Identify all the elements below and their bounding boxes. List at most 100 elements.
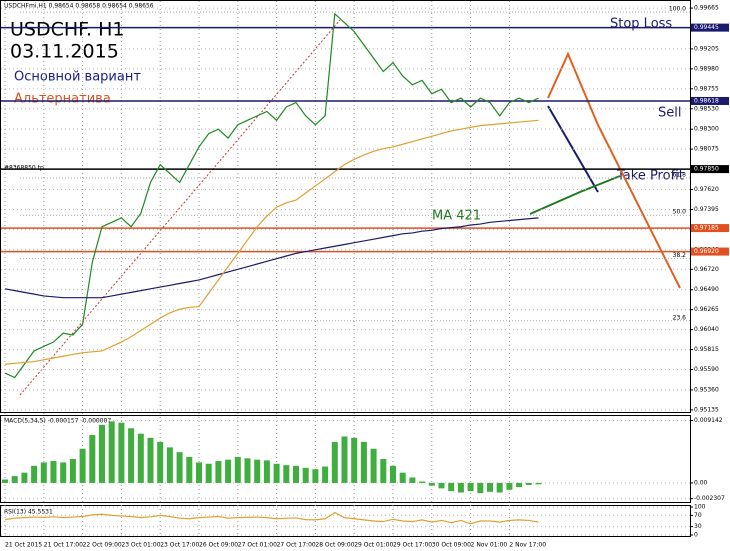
bar: [409, 477, 416, 483]
bar: [380, 459, 387, 483]
bar: [516, 482, 523, 488]
annotation: #8368850 tp: [4, 165, 44, 172]
bar: [302, 467, 309, 483]
annotation: Take Profit: [616, 169, 684, 184]
bar: [50, 461, 57, 483]
y-tick-label: 0.00: [694, 479, 708, 486]
series-line: [4, 217, 539, 299]
bar: [147, 437, 154, 483]
bar: [40, 462, 47, 483]
bar: [128, 428, 135, 483]
annotation: MA 421: [432, 209, 481, 224]
level-tag: [691, 247, 729, 256]
x-tick-label: 2 Nov 01:00: [471, 542, 508, 549]
bar: [448, 482, 455, 492]
y-tick-label: 0.98075: [694, 146, 719, 153]
bar: [234, 456, 241, 483]
bar: [322, 466, 329, 483]
alt-forecast: [547, 51, 681, 289]
fib-label: 23.6: [673, 314, 687, 321]
y-tick-label: 0.009142: [694, 417, 723, 424]
bar: [496, 482, 503, 493]
level-label: 0.99445: [694, 24, 719, 31]
y-tick-label: 100: [694, 504, 706, 511]
fib-label: 61.8: [673, 171, 687, 178]
bar: [89, 435, 96, 483]
panel-title: MACD(5,34,5) -0.000157 -0.000007: [4, 418, 111, 425]
x-tick-label: 21 Oct 17:00: [44, 542, 83, 549]
y-tick-label: 0.96040: [694, 326, 719, 333]
bar: [506, 482, 513, 490]
y-tick-label: 0.97620: [694, 186, 719, 193]
y-tick-label: 0.98980: [694, 65, 719, 72]
bar: [31, 465, 38, 483]
bar: [254, 459, 261, 483]
bar: [79, 448, 86, 483]
y-tick-label: 0.95135: [694, 406, 719, 413]
fib-label: 100.0: [669, 6, 686, 13]
bar: [428, 482, 435, 486]
bar: [176, 452, 183, 483]
x-tick-label: 26 Oct 09:00: [199, 542, 238, 549]
bar: [360, 441, 367, 483]
bar: [118, 422, 125, 483]
bar: [99, 424, 105, 483]
bar: [225, 459, 232, 483]
bar: [60, 462, 67, 483]
x-tick-label: 21 Oct 2015: [5, 542, 42, 549]
bar: [419, 481, 426, 483]
annotation: Основной вариант: [14, 70, 141, 85]
x-tick-label: 23 Oct 17:00: [160, 542, 199, 549]
bar: [370, 448, 377, 483]
x-tick-label: 23 Oct 01:00: [121, 542, 160, 549]
bar: [157, 441, 164, 483]
bar: [467, 482, 474, 492]
level-tag: [691, 96, 729, 105]
bar: [312, 469, 319, 483]
fib-label: 38.2: [673, 252, 687, 259]
ma-forecast: [529, 175, 621, 215]
bar: [137, 433, 144, 483]
y-tick-label: 0.98300: [694, 126, 719, 133]
x-tick-label: 29 Oct 17:00: [393, 542, 432, 549]
x-tick-label: 27 Oct 01:00: [238, 542, 277, 549]
y-tick-label: 0: [694, 532, 698, 539]
x-tick-label: 29 Oct 01:00: [354, 542, 393, 549]
bar: [69, 459, 76, 483]
y-tick-label: 0.95815: [694, 346, 719, 353]
bar: [331, 441, 338, 483]
bar: [186, 456, 193, 483]
bar: [21, 472, 28, 483]
chart-title: USDCHF. H1: [10, 19, 124, 41]
bar: [477, 482, 484, 494]
bar: [2, 479, 8, 483]
level-label: 0.98618: [694, 97, 719, 104]
bar: [108, 421, 115, 483]
x-tick-label: 2 Nov 17:00: [509, 542, 546, 549]
fib-label: 50.0: [673, 209, 687, 216]
y-tick-label: 70: [694, 512, 702, 519]
y-tick-label: 0.98755: [694, 85, 719, 92]
bar: [293, 465, 299, 483]
y-tick-label: 0.99665: [694, 5, 719, 12]
bar: [11, 476, 18, 483]
bar: [215, 461, 222, 483]
bar: [438, 482, 445, 489]
level-label: 0.96920: [694, 248, 719, 255]
bar: [283, 465, 290, 483]
bar: [487, 482, 493, 492]
level-tag: [691, 165, 729, 174]
y-tick-label: 0.95590: [694, 366, 719, 373]
level-tag: [691, 23, 729, 32]
annotation: Альтернатива: [14, 92, 111, 107]
x-tick-label: 27 Oct 17:00: [277, 542, 316, 549]
bar: [535, 482, 542, 485]
level-label: 0.97185: [694, 225, 719, 232]
bar: [341, 436, 348, 483]
y-tick-label: 0.96720: [694, 266, 719, 273]
y-tick-label: 30: [694, 523, 702, 530]
y-tick-label: 0.96265: [694, 306, 719, 313]
level-tag: [691, 224, 729, 233]
header: USDCHFmi.H1 0.98654 0.98658 0.98654 0.98…: [4, 3, 154, 10]
